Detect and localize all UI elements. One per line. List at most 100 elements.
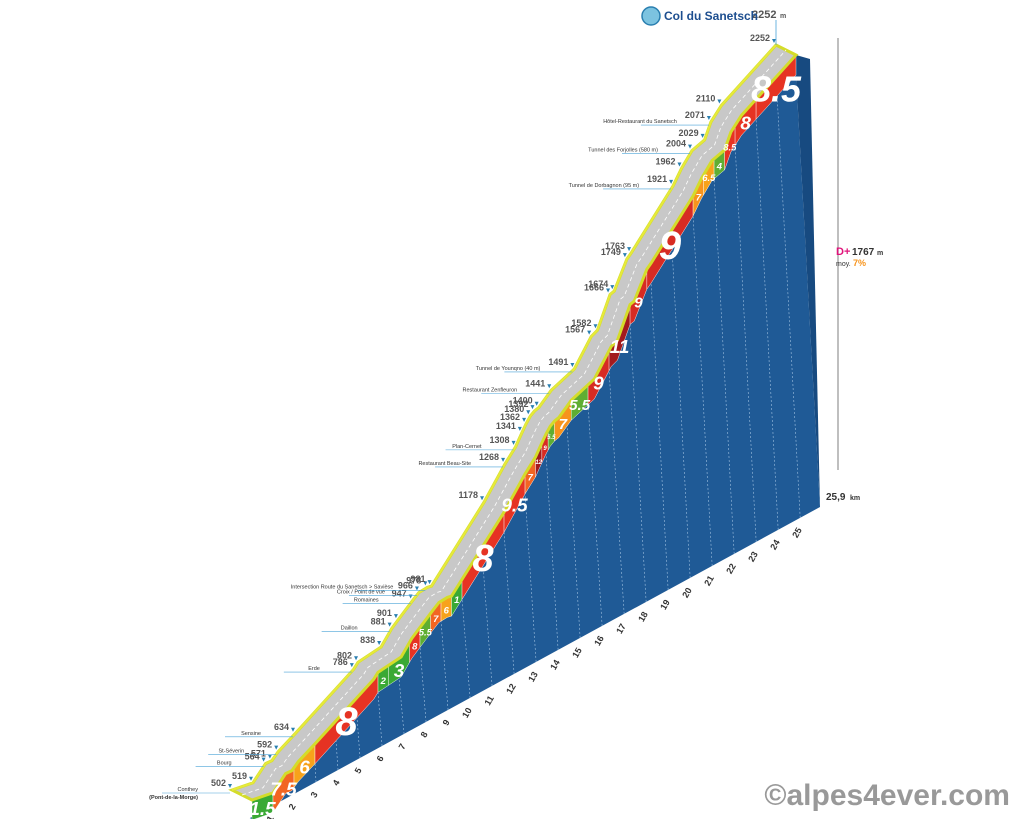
gradient-label: 7 — [433, 614, 439, 625]
km-guide — [713, 178, 735, 554]
altitude-label: 881 — [371, 617, 386, 627]
gradient-label: 8.5 — [723, 142, 737, 153]
km-guide — [545, 453, 559, 650]
km-guide — [377, 692, 383, 746]
place-name: Tunnel de Dorbagnon (95 m) — [569, 183, 640, 189]
road-centerline — [241, 49, 787, 796]
gradient-label: 9.5 — [501, 496, 528, 517]
altitude-label: 634 — [274, 722, 289, 732]
place-name: Tunnel des Forjolles (580 m) — [588, 148, 658, 154]
x-tick-label: 20 — [680, 586, 694, 600]
altitude-marker — [261, 757, 266, 762]
km-guide — [356, 717, 361, 758]
gradient-label: 6.5 — [702, 173, 716, 184]
gradient-label: 2 — [380, 676, 387, 687]
gradient-label: 4 — [716, 162, 723, 173]
x-tick-label: 21 — [702, 574, 716, 588]
altitude-marker — [423, 581, 428, 586]
x-tick-label: 5 — [353, 766, 364, 775]
x-tick-label: 12 — [504, 682, 518, 696]
start-note: (Pont-de-la-Morge) — [149, 795, 198, 801]
altitude-label: 1582 — [571, 318, 591, 328]
altitude-label: 901 — [377, 608, 392, 618]
altitude-label: 571 — [251, 749, 266, 759]
altitude-marker — [606, 288, 611, 293]
profile-wall — [250, 75, 820, 819]
altitude-marker — [387, 622, 392, 627]
km-guide — [608, 370, 625, 614]
altitude-marker — [534, 401, 539, 406]
altitude-marker — [228, 784, 232, 788]
altitude-marker — [377, 640, 382, 645]
x-tick-label: 9 — [441, 718, 452, 727]
gradient-label: 8.5 — [751, 69, 802, 110]
x-tick-label: 10 — [460, 706, 474, 720]
altitude-marker — [267, 754, 272, 759]
altitude-label: 2252 — [750, 33, 770, 43]
altitude-marker — [547, 384, 552, 389]
x-tick-label: 16 — [592, 634, 606, 648]
altitude-label: 1749 — [601, 247, 621, 257]
altitude-marker — [274, 745, 279, 750]
place-name: Tunnel de Younqno (40 m) — [476, 366, 541, 372]
gradient-label: 9 — [634, 295, 643, 312]
altitude-label: 519 — [232, 771, 247, 781]
gradient-label: 1.5 — [249, 799, 276, 819]
x-tick-label: 4 — [331, 778, 342, 787]
altitude-label: 1400 — [513, 396, 533, 406]
altitude-label: 2110 — [696, 93, 716, 103]
place-name: Bourg — [217, 761, 232, 767]
x-tick-label: 23 — [746, 550, 760, 564]
gradient-label: 9 — [659, 224, 682, 268]
altitude-label: 1763 — [605, 241, 625, 251]
altitude-marker — [669, 179, 674, 184]
km-guide — [524, 493, 537, 662]
place-name: Sensine — [241, 731, 261, 737]
altitude-marker — [700, 133, 705, 138]
distance-unit: km — [850, 495, 860, 502]
gradient-label: 7 — [528, 473, 534, 484]
km-guide — [692, 215, 713, 566]
x-tick-label: 15 — [570, 646, 584, 660]
altitude-marker — [687, 144, 692, 149]
gradient-label: 5.5 — [547, 435, 556, 441]
x-tick-label: 1 — [265, 814, 276, 819]
profile-line — [231, 44, 777, 791]
x-tick-label: 19 — [658, 598, 672, 612]
altitude-marker — [530, 405, 535, 410]
x-tick-label: 22 — [724, 562, 738, 576]
altitude-label: 1392 — [508, 399, 528, 409]
place-name: Conthey — [178, 787, 199, 793]
gain-unit: m — [877, 250, 883, 257]
altitude-marker — [393, 614, 398, 619]
altitude-marker — [522, 417, 527, 422]
altitude-marker — [593, 324, 598, 329]
watermark: ©alpes4ever.com — [764, 779, 1010, 812]
altitude-marker — [427, 580, 432, 585]
gain-prefix: D+ — [836, 246, 850, 258]
altitude-label: 2071 — [685, 110, 705, 120]
gradient-label: 12 — [535, 460, 542, 466]
gradient-label: 7 — [696, 192, 702, 203]
summit-icon — [641, 6, 661, 26]
km-guide — [419, 647, 427, 722]
summit-unit: m — [780, 13, 786, 20]
x-tick-label: 2 — [287, 802, 298, 811]
altitude-label: 1666 — [584, 282, 604, 292]
x-tick-label: 6 — [375, 754, 386, 763]
altitude-marker — [622, 253, 627, 258]
km-guide — [314, 763, 317, 782]
altitude-marker — [627, 247, 632, 252]
altitude-marker — [772, 39, 776, 43]
x-tick-label: 3 — [309, 790, 320, 799]
altitude-label: 1341 — [496, 421, 516, 431]
place-name: Daillon — [341, 626, 358, 632]
summit-title: Col du Sanetsch — [664, 9, 758, 23]
gradient-label: 7.5 — [270, 779, 297, 800]
altitude-label: 947 — [392, 589, 407, 599]
altitude-label: 1491 — [548, 357, 568, 367]
altitude-label: 1268 — [479, 452, 499, 462]
gradient-label: 11 — [610, 337, 630, 358]
x-tick-label: 11 — [482, 694, 495, 707]
